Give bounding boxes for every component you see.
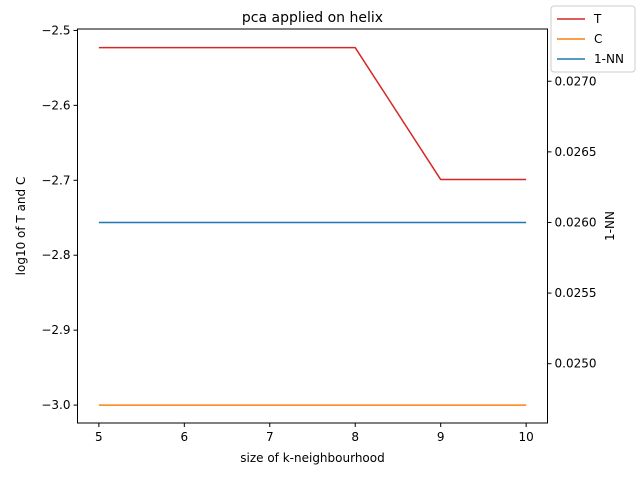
y2-tick-label: 0.0265	[555, 145, 597, 159]
y-tick-label: −2.9	[41, 323, 70, 337]
axes-frame	[77, 28, 548, 424]
y-tick-label: −3.0	[41, 398, 70, 412]
x-axis: 5 6 7 8 9 10	[95, 423, 534, 444]
x-tick-label: 9	[437, 430, 445, 444]
y2-tick-label: 0.0255	[555, 286, 597, 300]
y2-tick-label: 0.0270	[555, 74, 597, 88]
series-line-t	[98, 46, 527, 181]
series-layer	[98, 46, 527, 406]
x-tick-label: 10	[518, 430, 533, 444]
y-axis-right: 0.0250 0.0255 0.0260 0.0265 0.0270	[547, 74, 597, 371]
y2-tick-label: 0.0260	[555, 215, 597, 229]
chart-title: pca applied on helix	[242, 10, 383, 26]
x-tick-label: 6	[180, 430, 188, 444]
x-tick-label: 5	[95, 430, 103, 444]
legend-label: 1-NN	[594, 52, 624, 66]
legend-label: T	[593, 12, 602, 26]
y2-axis-label: 1-NN	[603, 211, 617, 241]
y-tick-label: −2.7	[41, 173, 70, 187]
legend: TC 1-NN	[550, 5, 636, 73]
y-tick-label: −2.5	[41, 23, 70, 37]
y-tick-label: −2.6	[41, 98, 70, 112]
y-tick-label: −2.8	[41, 248, 70, 262]
y2-tick-label: 0.0250	[555, 357, 597, 371]
x-axis-label: size of k-neighbourhood	[240, 451, 384, 465]
y-axis-left: −3.0 −2.9 −2.8 −2.7 −2.6 −2.5	[41, 23, 78, 412]
legend-label: C	[594, 32, 602, 46]
legend-box	[550, 5, 636, 73]
x-tick-label: 7	[266, 430, 274, 444]
y-axis-label: log10 of T and C	[14, 177, 28, 276]
x-tick-label: 8	[351, 430, 359, 444]
